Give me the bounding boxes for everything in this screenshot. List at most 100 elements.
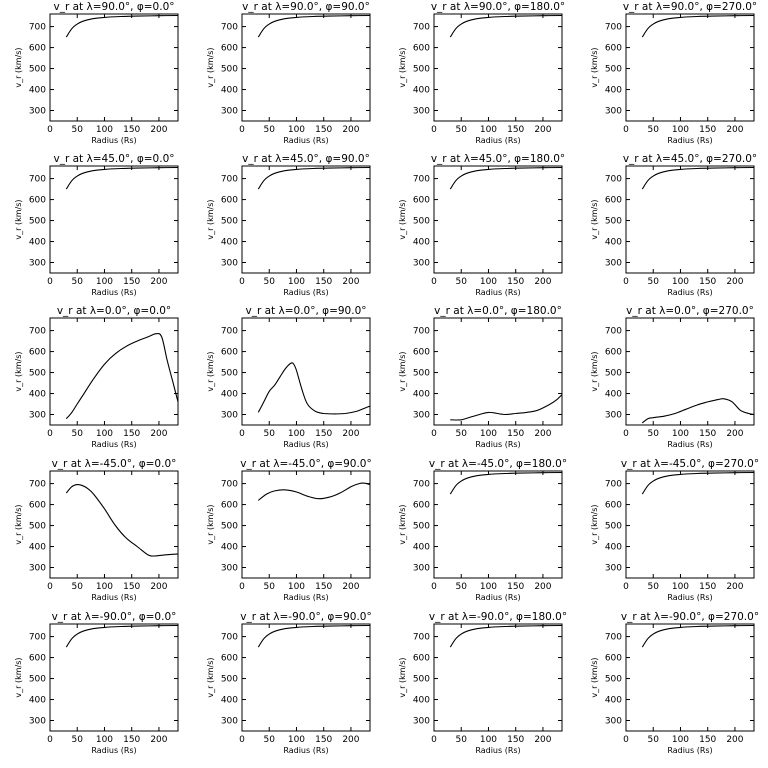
x-tick-label: 200 [150, 735, 167, 745]
y-tick-label: 600 [29, 348, 46, 358]
subplot-title: v_r at λ=-90.0°, φ=90.0° [240, 611, 371, 623]
y-tick-label: 400 [221, 390, 238, 400]
x-tick-label: 200 [150, 582, 167, 592]
subplot: v_r at λ=0.0°, φ=90.0° 0 50 100 150 200 300 400… [206, 305, 371, 449]
x-tick-label: 150 [315, 125, 332, 135]
y-tick-label: 600 [29, 654, 46, 664]
subplot: v_r at λ=90.0°, φ=180.0° 0 50 100 150 200 300 4… [398, 1, 565, 145]
x-tick-label: 100 [672, 277, 689, 287]
x-tick-label: 0 [47, 429, 53, 439]
y-tick-label: 300 [413, 107, 430, 117]
y-tick-label: 600 [29, 196, 46, 206]
subplot-title: v_r at λ=-90.0°, φ=270.0° [621, 611, 759, 623]
y-tick-label: 400 [221, 543, 238, 553]
plot-frame [241, 165, 371, 274]
y-tick-label: 700 [221, 633, 238, 643]
x-tick-label: 100 [288, 277, 305, 287]
y-tick-label: 600 [605, 501, 622, 511]
x-tick-label: 150 [123, 582, 140, 592]
x-tick-label: 150 [123, 125, 140, 135]
x-tick-label: 150 [507, 125, 524, 135]
subplot: v_r at λ=45.0°, φ=270.0° 0 50 100 150 200 300 4… [590, 153, 757, 297]
y-tick-label: 400 [605, 238, 622, 248]
subplot: v_r at λ=45.0°, φ=90.0° 0 50 100 150 200 300 40… [206, 153, 371, 297]
y-tick-label: 300 [221, 717, 238, 727]
x-tick-label: 50 [72, 277, 84, 287]
y-tick-label: 400 [29, 543, 46, 553]
x-tick-label: 150 [699, 429, 716, 439]
series-line [641, 398, 754, 424]
y-tick-label: 400 [413, 543, 430, 553]
x-tick-label: 50 [456, 277, 468, 287]
x-tick-label: 50 [72, 429, 84, 439]
subplot: v_r at λ=0.0°, φ=180.0° 0 50 100 150 200 300 40… [398, 305, 563, 449]
y-tick-label: 600 [29, 44, 46, 54]
plot-frame [433, 13, 563, 122]
x-axis-label: Radius (Rs) [91, 288, 136, 297]
x-axis-label: Radius (Rs) [283, 593, 328, 602]
x-tick-label: 150 [699, 735, 716, 745]
subplot-title: v_r at λ=-45.0°, φ=270.0° [621, 458, 759, 470]
y-tick-label: 500 [221, 522, 238, 532]
x-tick-label: 0 [47, 582, 53, 592]
x-tick-label: 200 [342, 429, 359, 439]
x-axis-label: Radius (Rs) [475, 136, 520, 145]
x-tick-label: 150 [507, 582, 524, 592]
x-tick-label: 100 [672, 582, 689, 592]
x-axis-label: Radius (Rs) [91, 746, 136, 755]
x-tick-label: 50 [72, 582, 84, 592]
series-line [65, 624, 178, 648]
x-tick-label: 150 [699, 125, 716, 135]
y-axis-label: v_r (km/s) [398, 47, 407, 87]
subplot: v_r at λ=-90.0°, φ=180.0° 0 50 100 150 200 300… [398, 611, 567, 755]
subplot: v_r at λ=90.0°, φ=270.0° 0 50 100 150 200 300 4… [590, 1, 757, 145]
y-tick-label: 600 [413, 196, 430, 206]
y-axis-label: v_r (km/s) [590, 199, 599, 239]
x-tick-label: 50 [648, 582, 660, 592]
y-tick-label: 600 [605, 196, 622, 206]
subplot-title: v_r at λ=45.0°, φ=0.0° [54, 153, 175, 165]
x-tick-label: 50 [456, 429, 468, 439]
y-tick-label: 600 [413, 501, 430, 511]
x-tick-label: 0 [431, 735, 437, 745]
x-tick-label: 200 [342, 582, 359, 592]
y-tick-label: 300 [413, 717, 430, 727]
y-tick-label: 400 [413, 238, 430, 248]
x-tick-label: 100 [288, 735, 305, 745]
subplot-title: v_r at λ=90.0°, φ=180.0° [431, 1, 565, 13]
y-tick-label: 500 [29, 65, 46, 75]
plot-frame [625, 165, 755, 274]
plot-frame [625, 317, 755, 426]
x-tick-label: 50 [264, 429, 276, 439]
y-tick-label: 300 [221, 107, 238, 117]
y-axis-label: v_r (km/s) [206, 199, 215, 239]
x-tick-label: 0 [623, 277, 629, 287]
x-tick-label: 0 [623, 735, 629, 745]
y-tick-label: 500 [605, 369, 622, 379]
x-tick-label: 50 [264, 277, 276, 287]
x-tick-label: 200 [534, 125, 551, 135]
subplot: v_r at λ=90.0°, φ=0.0° 0 50 100 150 200 300 400… [14, 1, 179, 145]
x-tick-label: 150 [507, 429, 524, 439]
plot-frame [241, 623, 371, 732]
y-tick-label: 600 [221, 196, 238, 206]
x-tick-label: 0 [431, 429, 437, 439]
y-tick-label: 500 [413, 217, 430, 227]
x-tick-label: 50 [264, 582, 276, 592]
y-axis-label: v_r (km/s) [14, 199, 23, 239]
y-tick-label: 500 [29, 369, 46, 379]
y-tick-label: 600 [221, 501, 238, 511]
series-line [449, 471, 562, 495]
x-tick-label: 200 [150, 125, 167, 135]
y-tick-label: 700 [29, 480, 46, 490]
subplot: v_r at λ=45.0°, φ=0.0° 0 50 100 150 200 300 400… [14, 153, 179, 297]
y-tick-label: 700 [221, 327, 238, 337]
x-axis-label: Radius (Rs) [475, 288, 520, 297]
y-tick-label: 700 [605, 633, 622, 643]
y-tick-label: 400 [413, 86, 430, 96]
x-tick-label: 200 [534, 582, 551, 592]
y-tick-label: 600 [221, 348, 238, 358]
subplot: v_r at λ=-90.0°, φ=0.0° 0 50 100 150 200 300 40… [14, 611, 179, 755]
x-tick-label: 0 [623, 125, 629, 135]
y-tick-label: 500 [605, 522, 622, 532]
